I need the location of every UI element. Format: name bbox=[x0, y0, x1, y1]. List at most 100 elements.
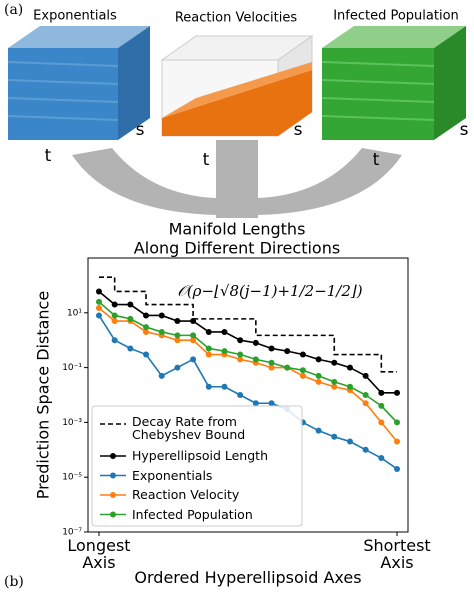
point bbox=[143, 328, 150, 335]
point bbox=[143, 324, 150, 331]
point bbox=[205, 351, 212, 358]
point bbox=[315, 378, 322, 385]
point bbox=[221, 383, 228, 390]
panel-label: (a) bbox=[4, 2, 23, 18]
cube-infected bbox=[321, 26, 466, 140]
point bbox=[237, 356, 244, 363]
axis-letter: s bbox=[294, 120, 303, 140]
x-tick-label: Longest Axis bbox=[67, 536, 131, 572]
point bbox=[378, 455, 385, 462]
point bbox=[362, 372, 369, 379]
plot-frame bbox=[87, 257, 409, 533]
legend-label: Exponentials bbox=[132, 467, 213, 483]
legend-label: Decay Rate from Chebyshev Bound bbox=[132, 414, 246, 443]
point bbox=[174, 337, 181, 344]
point bbox=[237, 351, 244, 358]
point bbox=[174, 332, 181, 339]
point bbox=[362, 392, 369, 398]
y-axis-title: Prediction Space Distance bbox=[34, 291, 53, 499]
panel-label: (b) bbox=[4, 574, 24, 590]
point bbox=[252, 400, 259, 407]
point bbox=[331, 359, 338, 366]
point bbox=[346, 383, 353, 390]
point bbox=[158, 312, 165, 319]
point bbox=[284, 348, 291, 355]
point bbox=[95, 298, 102, 305]
point bbox=[394, 419, 401, 426]
point bbox=[346, 364, 353, 371]
point bbox=[190, 337, 197, 344]
point bbox=[95, 312, 102, 319]
point bbox=[331, 433, 338, 440]
point bbox=[111, 337, 118, 344]
point bbox=[299, 372, 306, 379]
cube-title: Exponentials bbox=[33, 9, 117, 24]
cube-exponentials bbox=[7, 26, 150, 140]
point bbox=[378, 389, 385, 396]
legend-marker bbox=[110, 511, 116, 518]
legend-marker bbox=[110, 492, 116, 498]
point bbox=[111, 312, 118, 319]
point bbox=[378, 402, 385, 409]
point bbox=[315, 427, 322, 434]
merge-label: Manifold Lengths bbox=[169, 220, 306, 239]
point bbox=[127, 301, 134, 308]
axis-letter: s bbox=[136, 120, 145, 140]
series-line bbox=[98, 290, 398, 394]
cube-title: Infected Population bbox=[333, 9, 459, 24]
legend-label: Reaction Velocity bbox=[132, 487, 240, 502]
legend-label: Infected Population bbox=[132, 506, 253, 522]
point bbox=[205, 345, 212, 352]
point bbox=[394, 389, 401, 396]
x-axis-title: Ordered Hyperellipsoid Axes bbox=[134, 568, 362, 587]
point bbox=[299, 351, 306, 358]
point bbox=[158, 328, 165, 335]
point bbox=[190, 332, 197, 339]
point bbox=[268, 364, 275, 371]
legend-label: Hyperellipsoid Length bbox=[132, 448, 268, 463]
point bbox=[95, 304, 102, 311]
y-tick-label: 10¹ bbox=[67, 308, 82, 318]
point bbox=[143, 351, 150, 358]
point bbox=[331, 378, 338, 385]
point bbox=[111, 301, 118, 308]
point bbox=[394, 438, 401, 445]
point bbox=[127, 315, 134, 322]
point bbox=[315, 356, 322, 363]
y-tick-label: 10⁻⁷ bbox=[62, 528, 82, 538]
point bbox=[221, 328, 228, 335]
annotation: 𝒪(ρ−⌊√8(j−1)+1/2−1/2⌋) bbox=[177, 282, 362, 300]
point bbox=[252, 339, 259, 346]
point bbox=[143, 312, 150, 319]
point bbox=[190, 356, 197, 363]
axis-letter: t bbox=[373, 150, 380, 170]
point bbox=[205, 328, 212, 335]
point bbox=[205, 383, 212, 390]
y-tick-label: 10⁻³ bbox=[62, 418, 82, 428]
point bbox=[111, 318, 118, 325]
point bbox=[331, 383, 338, 390]
y-tick-label: 10⁻¹ bbox=[62, 363, 82, 373]
axis-letter: t bbox=[203, 150, 210, 170]
series-line bbox=[98, 301, 398, 423]
point bbox=[284, 364, 291, 371]
point bbox=[252, 356, 259, 363]
legend-box bbox=[91, 405, 303, 527]
point bbox=[95, 288, 102, 295]
point bbox=[237, 392, 244, 398]
point bbox=[268, 345, 275, 352]
point bbox=[362, 446, 369, 453]
point bbox=[237, 337, 244, 344]
point bbox=[378, 419, 385, 426]
legend-marker bbox=[110, 472, 116, 479]
point bbox=[174, 364, 181, 371]
x-tick-label: Shortest Axis bbox=[363, 536, 431, 572]
point bbox=[158, 372, 165, 379]
legend-marker bbox=[110, 453, 116, 459]
point bbox=[190, 318, 197, 325]
cube-reaction bbox=[160, 35, 314, 137]
point bbox=[268, 400, 275, 407]
point bbox=[299, 367, 306, 374]
